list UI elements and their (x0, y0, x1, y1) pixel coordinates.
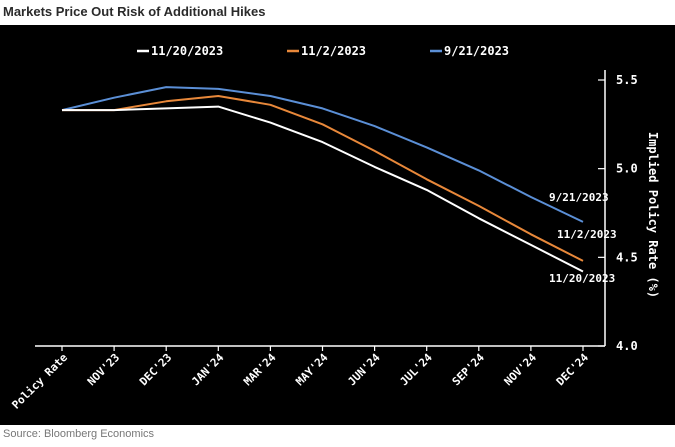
legend-item: 9/21/2023 (430, 44, 509, 58)
legend-item: 11/2/2023 (287, 44, 366, 58)
end-label: 9/21/2023 (549, 191, 609, 204)
end-label: 11/20/2023 (549, 272, 615, 285)
source-note: Source: Bloomberg Economics (3, 428, 155, 440)
series-layer (61, 86, 584, 273)
legend-label: 9/21/2023 (444, 44, 509, 58)
series-line-9-21-2023 (61, 86, 584, 223)
y-tick-label: 5.0 (616, 162, 638, 176)
legend-label: 11/2/2023 (301, 44, 366, 58)
chart-background (0, 25, 675, 425)
series-line-11-20-2023 (62, 105, 584, 273)
y-tick-label: 4.5 (616, 250, 638, 264)
series-line-11-2-2023 (62, 95, 584, 262)
y-tick-label: 4.0 (616, 339, 638, 353)
end-labels: 9/21/2023 11/2/2023 11/20/2023 (549, 191, 617, 285)
page-title: Markets Price Out Risk of Additional Hik… (3, 4, 266, 19)
y-tick-label: 5.5 (616, 73, 638, 87)
legend-label: 11/20/2023 (151, 44, 223, 58)
y-axis-label: Implied Policy Rate (%) (646, 132, 660, 298)
chart-legend: 11/20/2023 11/2/2023 9/21/2023 (137, 44, 509, 58)
end-label: 11/2/2023 (557, 228, 617, 241)
legend-item: 11/20/2023 (137, 44, 223, 58)
